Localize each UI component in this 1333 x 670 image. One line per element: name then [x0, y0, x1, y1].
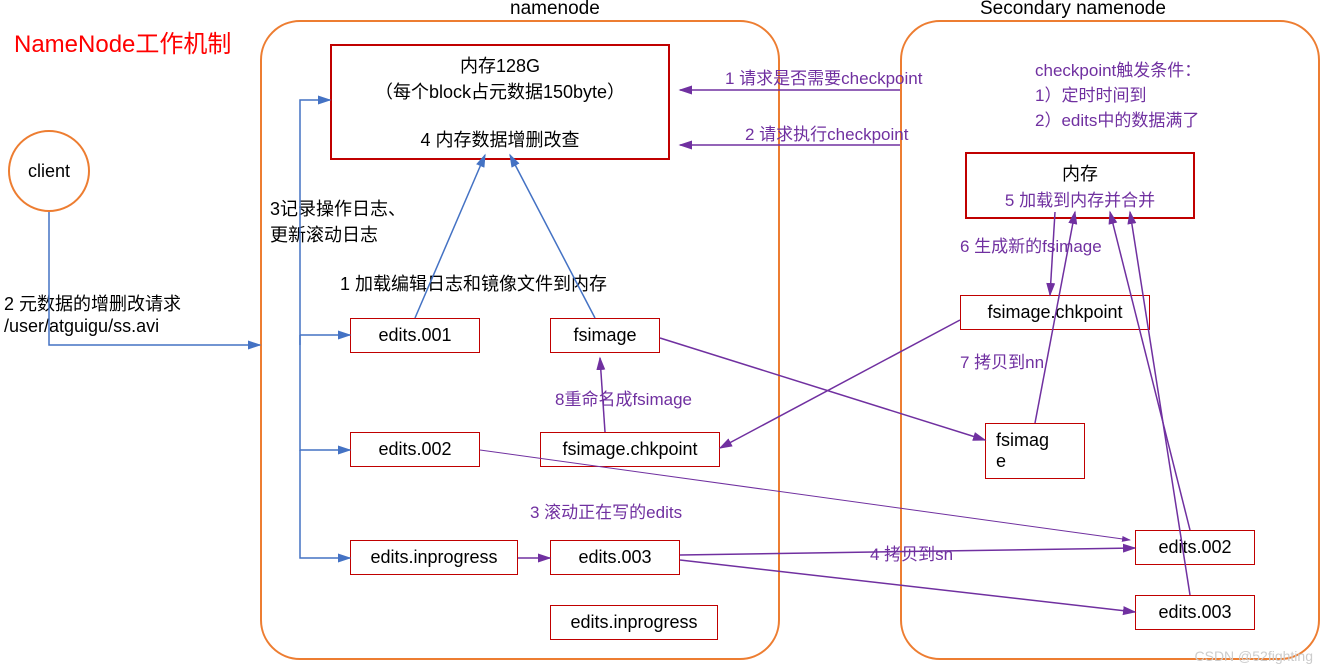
sn-mem-line2: 5 加载到内存并合并 — [977, 186, 1183, 211]
edits002-box: edits.002 — [350, 432, 480, 467]
mem-line1: 内存128G — [342, 52, 658, 78]
sn-fsimage-l1: fsimag — [996, 430, 1049, 450]
client-label: client — [28, 161, 70, 182]
watermark: CSDN @52fighting — [1195, 648, 1314, 664]
mem-line3: 4 内存数据增删改查 — [342, 126, 658, 152]
log-line2: 更新滚动日志 — [270, 221, 406, 247]
sn-fsimage-chk-box: fsimage.chkpoint — [960, 295, 1150, 330]
sn-edits002-box: edits.002 — [1135, 530, 1255, 565]
log-text: 3记录操作日志、 更新滚动日志 — [270, 195, 406, 247]
request-text: 2 元数据的增删改请求 /user/atguigu/ss.avi — [4, 290, 181, 337]
fsimage-chk-box: fsimage.chkpoint — [540, 432, 720, 467]
load-text: 1 加载编辑日志和镜像文件到内存 — [340, 270, 607, 296]
edits003-box: edits.003 — [550, 540, 680, 575]
edits-inprog2-box: edits.inprogress — [550, 605, 718, 640]
secondary-header: Secondary namenode — [980, 0, 1166, 20]
trigger-text: checkpoint触发条件： 1）定时时间到 2）edits中的数据满了 — [1035, 56, 1201, 131]
request-line1: 2 元数据的增删改请求 — [4, 290, 181, 316]
sn-fsimage-box: fsimag e — [985, 423, 1085, 479]
namenode-memory-box: 内存128G （每个block占元数据150byte） 4 内存数据增删改查 — [330, 44, 670, 160]
sn-fsimage-l2: e — [996, 451, 1006, 471]
check-req-text: 1 请求是否需要checkpoint — [725, 64, 922, 89]
copy-sn-text: 4 拷贝到sn — [870, 540, 953, 565]
mem-line2: （每个block占元数据150byte） — [342, 78, 658, 104]
edits001-box: edits.001 — [350, 318, 480, 353]
log-line1: 3记录操作日志、 — [270, 195, 406, 221]
exec-req-text: 2 请求执行checkpoint — [745, 120, 908, 145]
page-title: NameNode工作机制 — [14, 24, 231, 59]
trigger-title: checkpoint触发条件： — [1035, 56, 1201, 81]
sn-memory-box: 内存 5 加载到内存并合并 — [965, 152, 1195, 219]
namenode-header: namenode — [510, 0, 600, 20]
rename-text: 8重命名成fsimage — [555, 385, 692, 410]
gen-fsimage-text: 6 生成新的fsimage — [960, 232, 1102, 257]
copy-nn-text: 7 拷贝到nn — [960, 348, 1044, 373]
trigger-2: 2）edits中的数据满了 — [1035, 106, 1201, 131]
client-circle: client — [8, 130, 90, 212]
request-line2: /user/atguigu/ss.avi — [4, 316, 181, 337]
sn-mem-line1: 内存 — [977, 160, 1183, 186]
trigger-1: 1）定时时间到 — [1035, 81, 1201, 106]
edits-inprog1-box: edits.inprogress — [350, 540, 518, 575]
fsimage-box: fsimage — [550, 318, 660, 353]
roll-text: 3 滚动正在写的edits — [530, 498, 682, 523]
sn-edits003-box: edits.003 — [1135, 595, 1255, 630]
